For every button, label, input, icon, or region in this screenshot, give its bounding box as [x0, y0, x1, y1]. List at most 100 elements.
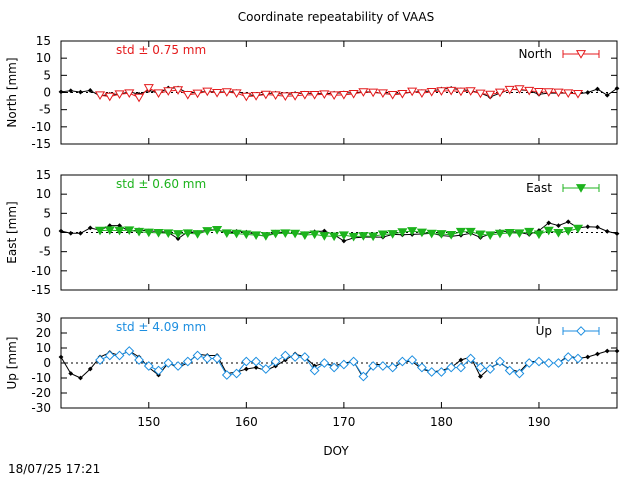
series-point — [94, 91, 106, 101]
series-point — [416, 89, 427, 98]
y-tick-label: -5 — [39, 103, 51, 117]
series-point — [182, 229, 193, 239]
series-point — [94, 226, 106, 236]
series-point — [417, 362, 427, 373]
reference-point — [478, 374, 483, 379]
series-point — [387, 362, 398, 373]
series-point — [446, 362, 457, 373]
series-point — [416, 228, 427, 238]
reference-point — [585, 224, 591, 230]
series-point — [192, 89, 203, 99]
series-point — [143, 361, 154, 371]
reference-point — [458, 357, 464, 363]
std-annotation: std ± 0.60 mm — [116, 177, 206, 191]
y-tick-label: 15 — [36, 34, 51, 48]
series-point — [348, 356, 359, 367]
series-point — [309, 365, 320, 376]
series-point — [455, 227, 467, 237]
series-point — [465, 353, 476, 364]
reference-point — [565, 219, 571, 225]
series-point — [182, 91, 193, 100]
series-point — [143, 228, 154, 238]
x-tick-label: 180 — [430, 415, 453, 429]
series-point — [172, 86, 184, 95]
reference-point — [68, 371, 74, 376]
series-point — [309, 230, 320, 240]
series-point — [299, 352, 310, 362]
std-annotation: std ± 0.75 mm — [116, 43, 206, 57]
series-point — [221, 370, 232, 380]
series-point — [524, 86, 535, 96]
reference-series-line — [60, 221, 618, 242]
series-point — [172, 230, 184, 239]
series-point — [270, 229, 281, 239]
legend-label: North — [518, 47, 552, 61]
panels: -15 -10 -5 0 5 10 15 North [mm] std ± 0.75 mm Nor… — [5, 34, 620, 429]
series-point — [533, 230, 545, 240]
series-point — [251, 92, 262, 101]
series-point — [173, 361, 183, 371]
reference-point — [595, 86, 600, 92]
reference-point — [87, 88, 93, 93]
figure-title: Coordinate repeatability of VAAS — [238, 10, 435, 24]
series-point — [504, 229, 515, 238]
series-point — [456, 362, 466, 373]
reference-point — [78, 375, 83, 381]
legend-label: Up — [536, 324, 552, 338]
series-point — [241, 356, 252, 367]
series-point — [270, 356, 281, 367]
std-annotation: std ± 4.09 mm — [116, 320, 206, 334]
series-point — [465, 227, 476, 237]
series-point — [95, 355, 105, 365]
series-point — [153, 229, 164, 238]
reference-point — [614, 348, 620, 354]
series-point — [368, 232, 379, 242]
series-point — [543, 226, 554, 236]
series-point — [377, 89, 388, 98]
series-point — [338, 231, 349, 240]
reference-point — [87, 225, 93, 231]
series-point — [153, 365, 164, 376]
series-point — [280, 350, 291, 361]
series-point — [553, 229, 564, 238]
series-point — [514, 368, 525, 379]
x-axis-label: DOY — [323, 444, 349, 458]
series-point — [475, 89, 486, 99]
y-tick-label: 20 — [36, 326, 51, 340]
reference-point — [595, 224, 600, 230]
series-point — [358, 371, 369, 382]
legend-label: East — [526, 181, 552, 195]
series-point — [211, 88, 223, 98]
x-tick-label: 170 — [332, 415, 355, 429]
reference-point — [243, 366, 249, 372]
y-axis-label: East [mm] — [5, 201, 19, 263]
reference-point — [58, 228, 64, 234]
series-point — [426, 87, 437, 97]
series-point — [475, 362, 486, 373]
series-point — [563, 89, 574, 98]
series-point — [377, 230, 388, 240]
series-point — [358, 88, 369, 97]
y-axis-label: North [mm] — [5, 57, 19, 127]
series-point — [543, 88, 554, 97]
series-point — [192, 350, 203, 361]
x-tick-label: 160 — [235, 415, 258, 429]
series-point — [134, 355, 144, 365]
series-point — [495, 356, 505, 367]
y-tick-label: 0 — [43, 226, 51, 240]
reference-point — [585, 90, 591, 95]
series-point — [397, 356, 408, 367]
series-point — [319, 232, 330, 241]
series-point — [231, 368, 242, 379]
series-point — [114, 350, 125, 361]
series-point — [514, 85, 525, 94]
series-point — [133, 93, 145, 103]
series-point — [407, 227, 418, 236]
series-point — [553, 88, 564, 98]
chart-panel-east: -15 -10 -5 0 5 10 15 East [mm] std ± 0.60 mm East — [5, 168, 620, 297]
series-point — [397, 90, 408, 99]
reference-point — [595, 351, 600, 357]
series-point — [407, 355, 418, 365]
